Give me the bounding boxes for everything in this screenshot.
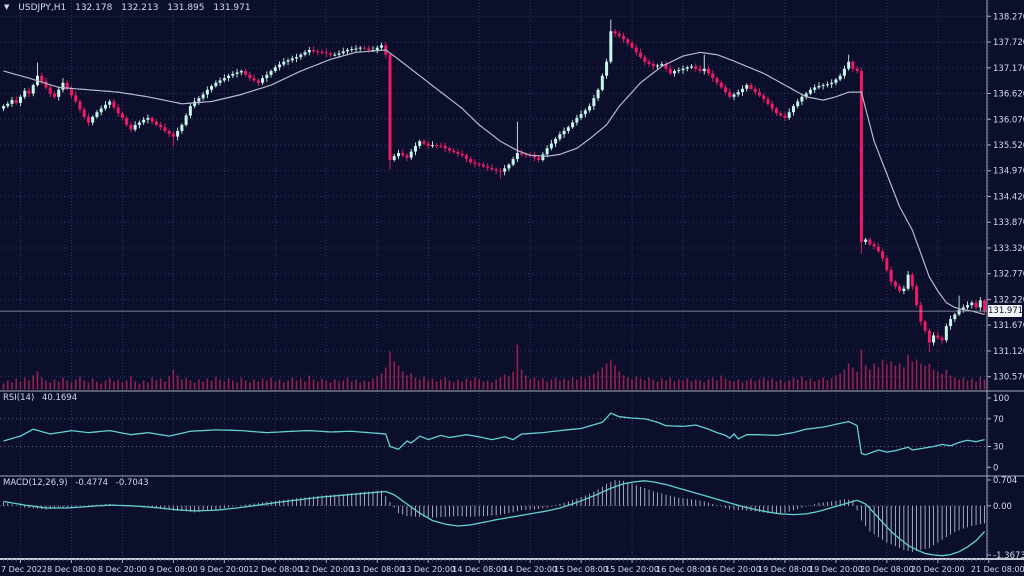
price-axis-label: 137.170	[993, 64, 1024, 74]
time-axis-label: 7 Dec 2022	[1, 565, 47, 574]
current-price-tag: 131.971	[988, 305, 1024, 317]
price-axis-label: 132.770	[993, 270, 1024, 280]
price-axis-label: 132.220	[993, 295, 1024, 305]
rsi-scale-label: 0	[993, 463, 998, 473]
rsi-scale-label: 30	[993, 443, 1004, 453]
volume-bars	[2, 344, 986, 390]
rsi-pane-label: RSI(14) 40.1694	[3, 393, 82, 403]
time-axis-label: 19 Dec 20:00	[809, 565, 863, 574]
time-axis-label: 19 Dec 08:00	[758, 565, 812, 574]
price-axis-label: 136.070	[993, 115, 1024, 125]
time-axis-label: 12 Dec 20:00	[299, 565, 353, 574]
ohlc-open: 132.178	[75, 3, 113, 13]
time-axis-label: 14 Dec 08:00	[452, 565, 506, 574]
price-axis-label: 134.970	[993, 167, 1024, 177]
time-axis-label: 13 Dec 20:00	[401, 565, 455, 574]
price-axis-label: 138.270	[993, 12, 1024, 22]
price-axis-label: 131.670	[993, 321, 1024, 331]
time-axis-label: 15 Dec 08:00	[554, 565, 608, 574]
rsi-indicator-name: RSI(14)	[3, 393, 35, 403]
rsi-line	[3, 412, 985, 456]
chart-ohlc-readout: ▼ USDJPY,H1 132.178 132.213 131.895 131.…	[4, 3, 257, 13]
macd-pane-label: MACD(12,26,9) -0.4774 -0.7043	[3, 478, 154, 488]
price-axis-label: 135.520	[993, 141, 1024, 151]
time-axis[interactable]: 7 Dec 2022 8 Dec 08:00 8 Dec 20:00 9 Dec 08…	[1, 559, 1024, 574]
rsi-scale-label: 70	[993, 415, 1004, 425]
macd-signal-line	[3, 480, 986, 557]
price-axis-label: 137.720	[993, 38, 1024, 48]
macd-scale-label: 0.704	[993, 476, 1017, 486]
ohlc-low: 131.895	[167, 3, 205, 13]
rsi-indicator-value: 40.1694	[41, 393, 78, 403]
time-axis-label: 16 Dec 20:00	[707, 565, 761, 574]
time-axis-label: 13 Dec 08:00	[350, 565, 404, 574]
macd-indicator-value: -0.4774	[75, 478, 109, 488]
time-axis-label: 16 Dec 08:00	[656, 565, 710, 574]
pane-borders	[0, 0, 1024, 560]
ohlc-close: 131.971	[213, 3, 251, 13]
time-axis-label: 8 Dec 08:00	[47, 565, 96, 574]
symbol-marker-icon: ▼	[4, 3, 10, 11]
price-axis-label: 131.120	[993, 347, 1024, 357]
price-axis-label: 134.420	[993, 192, 1024, 202]
price-axis-label: 130.570	[993, 373, 1024, 383]
macd-scale-label: 0.00	[993, 502, 1012, 512]
symbol-period-label: USDJPY,H1	[18, 3, 67, 13]
price-axis-label: 133.320	[993, 244, 1024, 254]
candles	[2, 19, 987, 352]
time-axis-label: 14 Dec 20:00	[503, 565, 557, 574]
grid-layer	[0, 0, 990, 559]
time-axis-label: 20 Dec 08:00	[860, 565, 914, 574]
time-axis-label: 12 Dec 08:00	[248, 565, 302, 574]
price-axis-label: 136.620	[993, 90, 1024, 100]
macd-scale-label: -1.3673	[993, 551, 1024, 561]
time-axis-label: 9 Dec 08:00	[149, 565, 198, 574]
ma-line	[3, 49, 985, 315]
time-axis-label: 21 Dec 08:00	[971, 565, 1024, 574]
macd-indicator-name: MACD(12,26,9)	[3, 478, 68, 488]
rsi-scale[interactable]: 100 70 30 0	[987, 394, 1009, 473]
macd-scale[interactable]: 0.704 0.00 -1.3673	[987, 476, 1024, 561]
price-axis[interactable]: 138.270 137.720 137.170 136.620 136.070 135.5…	[987, 12, 1024, 383]
macd-histogram	[3, 480, 985, 553]
time-axis-label: 15 Dec 20:00	[605, 565, 659, 574]
time-axis-label: 8 Dec 20:00	[98, 565, 147, 574]
time-axis-ticks	[3, 559, 985, 562]
price-axis-label: 133.870	[993, 218, 1024, 228]
ohlc-high: 132.213	[121, 3, 159, 13]
time-axis-label: 20 Dec 20:00	[911, 565, 965, 574]
time-axis-label: 9 Dec 20:00	[200, 565, 249, 574]
macd-signal-value: -0.7043	[115, 478, 149, 488]
rsi-scale-label: 100	[993, 394, 1009, 404]
